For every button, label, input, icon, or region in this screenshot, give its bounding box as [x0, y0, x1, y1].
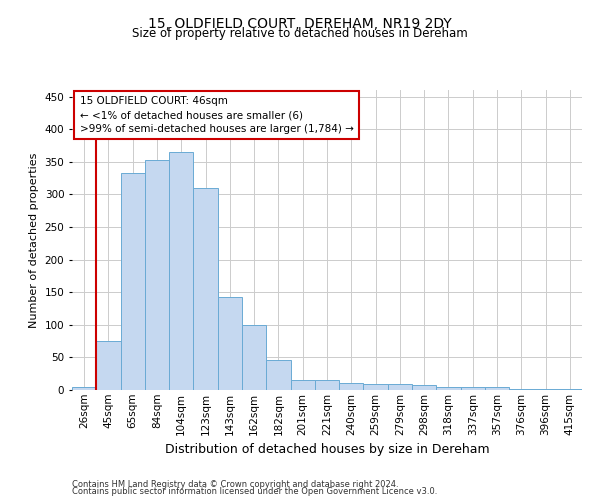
X-axis label: Distribution of detached houses by size in Dereham: Distribution of detached houses by size …	[164, 443, 490, 456]
Bar	[509, 388, 533, 390]
Bar	[364, 384, 388, 390]
Bar	[315, 380, 339, 390]
Bar	[96, 341, 121, 390]
Text: Size of property relative to detached houses in Dereham: Size of property relative to detached ho…	[132, 28, 468, 40]
Text: Contains public sector information licensed under the Open Government Licence v3: Contains public sector information licen…	[72, 488, 437, 496]
Text: Contains HM Land Registry data © Crown copyright and database right 2024.: Contains HM Land Registry data © Crown c…	[72, 480, 398, 489]
Bar	[193, 188, 218, 390]
Bar	[485, 388, 509, 390]
Bar	[339, 383, 364, 390]
Bar	[121, 173, 145, 390]
Bar	[388, 384, 412, 390]
Bar	[266, 360, 290, 390]
Bar	[72, 386, 96, 390]
Text: 15, OLDFIELD COURT, DEREHAM, NR19 2DY: 15, OLDFIELD COURT, DEREHAM, NR19 2DY	[148, 18, 452, 32]
Bar	[290, 380, 315, 390]
Bar	[412, 386, 436, 390]
Bar	[242, 325, 266, 390]
Bar	[169, 152, 193, 390]
Bar	[218, 296, 242, 390]
Bar	[461, 386, 485, 390]
Text: 15 OLDFIELD COURT: 46sqm
← <1% of detached houses are smaller (6)
>99% of semi-d: 15 OLDFIELD COURT: 46sqm ← <1% of detach…	[80, 96, 353, 134]
Y-axis label: Number of detached properties: Number of detached properties	[29, 152, 39, 328]
Bar	[436, 386, 461, 390]
Bar	[145, 160, 169, 390]
